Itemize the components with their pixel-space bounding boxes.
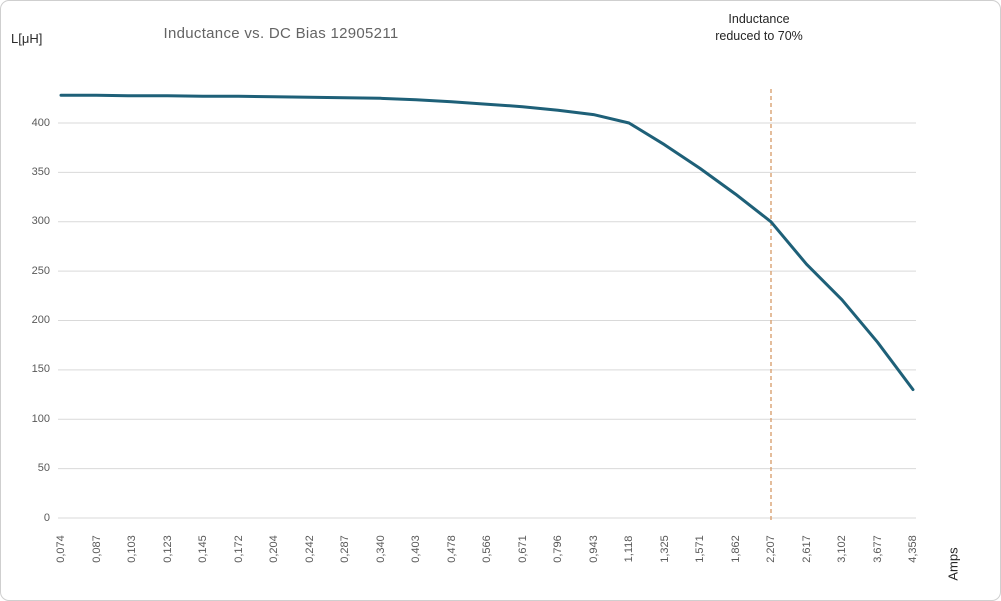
inductance-curve [59,93,915,392]
y-tick-label: 50 [37,462,50,475]
y-tick-label: 350 [31,165,50,178]
threshold-annotation-line1: Inductance [728,12,790,26]
y-tick-label: 150 [31,363,50,376]
y-tick-label: 0 [43,511,50,524]
y-tick-label: 400 [31,116,50,129]
y-tick-label: 300 [31,215,50,228]
y-tick-label: 200 [31,314,50,326]
y-tick-label: 250 [31,264,50,277]
y-axis-title: L[μH] [11,31,43,46]
threshold-annotation: Inductance reduced to 70% [661,11,857,45]
y-tick-label: 100 [31,412,50,425]
chart-title: Inductance vs. DC Bias 12905211 [163,25,399,42]
threshold-annotation-line2: reduced to 70% [715,29,803,43]
